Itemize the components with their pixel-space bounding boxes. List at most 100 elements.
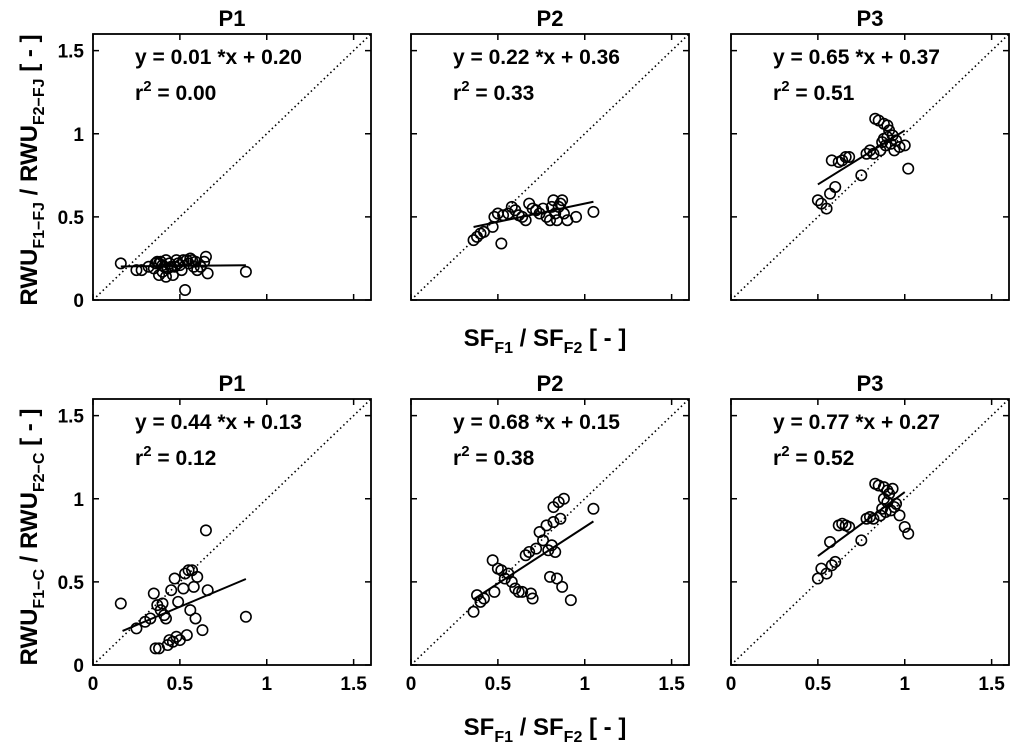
panel-6-r2-value: = 0.52 bbox=[790, 447, 855, 470]
panel-6-r2: r2 = 0.52 bbox=[773, 443, 854, 470]
panel-5-axes-box bbox=[410, 398, 690, 666]
row1-xlabel-sub2: F2 bbox=[564, 340, 583, 357]
panel-2-data-point bbox=[497, 209, 510, 222]
panel-5-data-point bbox=[524, 587, 537, 600]
row1-xlabel-sub1: F1 bbox=[494, 340, 513, 357]
panel-5-r2-label: r bbox=[453, 447, 461, 470]
panel-6-data-point bbox=[893, 509, 906, 522]
panel-5-equation: y = 0.68 *x + 0.15 bbox=[453, 411, 620, 434]
panel-4-ytick-label: 1.5 bbox=[58, 407, 85, 428]
panel-5-data-point bbox=[471, 589, 484, 602]
panel-3-r2-sup: 2 bbox=[781, 78, 789, 95]
panel-3-axes-box bbox=[730, 33, 1010, 301]
panel-4-data-point bbox=[196, 624, 209, 637]
panel-6-xtick-label: 0.5 bbox=[805, 674, 832, 695]
row1-xlabel: SFF1 / SFF2 [ - ] bbox=[464, 325, 627, 357]
panel-5-xtick-label: 1 bbox=[579, 674, 590, 695]
panel-6-data-point bbox=[886, 482, 899, 495]
panel-5-xtick-label: 1.5 bbox=[658, 674, 685, 695]
panel-6-data-point bbox=[829, 555, 842, 568]
panel-5-data-point bbox=[587, 502, 600, 515]
panel-5-data-point bbox=[547, 516, 560, 529]
row2-ylabel-tail: [ - ] bbox=[16, 409, 43, 453]
row1-ylabel-main: RWU bbox=[16, 249, 43, 306]
panel-5-data-point bbox=[543, 570, 556, 583]
panel-1-data-point bbox=[198, 255, 211, 268]
panel-4-data-point bbox=[114, 597, 127, 610]
panel-2-title: P2 bbox=[537, 6, 564, 31]
panel-5-data-point bbox=[505, 575, 518, 588]
panel-2: P2 y = 0.22 *x + 0.36 r2 = 0.33 bbox=[410, 6, 690, 301]
panel-2-data-point bbox=[516, 210, 529, 223]
panel-3-data-point bbox=[867, 147, 880, 160]
panel-4-xtick-label: 0.5 bbox=[167, 674, 194, 695]
panel-4-xtick-label: 0 bbox=[88, 674, 99, 695]
panel-6-data-point bbox=[855, 534, 868, 547]
panel-5-data-point bbox=[516, 585, 529, 598]
panel-5-data-point bbox=[554, 512, 567, 525]
panel-2-data-point bbox=[570, 210, 583, 223]
row1-xlabel-main: SF bbox=[464, 325, 495, 352]
panel-6-data-point bbox=[825, 559, 838, 572]
row2-ylabel-main: RWU bbox=[16, 609, 43, 666]
panel-4-r2: r2 = 0.12 bbox=[135, 443, 216, 470]
panel-3-data-point bbox=[860, 147, 873, 160]
panel-5-data-point bbox=[556, 580, 569, 593]
panel-2-data-point bbox=[556, 194, 569, 207]
panel-6-data-point bbox=[902, 527, 915, 540]
panel-5: P2 0 0.5 1 1.5 y = 0.68 *x + 0.15 r2 = 0.38 bbox=[406, 371, 690, 695]
panel-4-r2-sup: 2 bbox=[143, 443, 151, 460]
panel-1-data-point bbox=[114, 257, 127, 270]
panel-2-data-point bbox=[505, 200, 518, 213]
panel-4-r2-value: = 0.12 bbox=[152, 447, 217, 470]
row2-xlabel: SFF1 / SFF2 [ - ] bbox=[464, 714, 627, 746]
panel-6-axes-box bbox=[730, 398, 1010, 666]
panel-1-data-point bbox=[135, 264, 148, 277]
panel-5-one-to-one-line bbox=[410, 398, 690, 666]
panel-4-data-point bbox=[172, 595, 185, 608]
panel-1-data-point bbox=[201, 267, 214, 280]
panel-2-r2-sup: 2 bbox=[461, 78, 469, 95]
panel-2-r2-label: r bbox=[453, 82, 461, 105]
panel-3-one-to-one-line bbox=[730, 33, 1010, 301]
panel-1-data-point bbox=[130, 264, 143, 277]
panel-1-ytick-label: 0 bbox=[73, 291, 84, 312]
panel-5-data-point bbox=[526, 592, 539, 605]
panel-3-data-point bbox=[811, 194, 824, 207]
panel-2-data-point bbox=[519, 214, 532, 227]
row2-xlabel-sub1: F1 bbox=[494, 729, 513, 746]
panel-4-data-point bbox=[177, 582, 190, 595]
panel-4-data-point bbox=[199, 524, 212, 537]
panel-4-data-point bbox=[239, 610, 252, 623]
panel-4-data-point bbox=[179, 567, 192, 580]
panel-4-data-point bbox=[168, 572, 181, 585]
panel-6-r2-sup: 2 bbox=[781, 443, 789, 460]
panel-6-data-point bbox=[867, 512, 880, 525]
row1-xlabel-mid: / SF bbox=[513, 325, 564, 352]
panel-6-data-point bbox=[820, 567, 833, 580]
panel-2-data-point bbox=[557, 207, 570, 220]
panel-6-xtick-label: 1 bbox=[899, 674, 910, 695]
panel-1-data-point bbox=[166, 269, 179, 282]
panel-2-equation: y = 0.22 *x + 0.36 bbox=[453, 46, 620, 69]
panel-1-data-point bbox=[239, 265, 252, 278]
row2-xlabel-sub2: F2 bbox=[564, 729, 583, 746]
row1-ylabel-mid: / RWU bbox=[16, 125, 43, 202]
panel-4-data-point bbox=[147, 587, 160, 600]
panel-4: P1 0 0.5 1 1.5 0 0.5 1 1.5 y = 0.44 *x + 0.13 r2 =… bbox=[58, 371, 372, 695]
panel-4-ytick-label: 0.5 bbox=[58, 573, 85, 594]
panel-5-data-point bbox=[530, 542, 543, 555]
panel-5-data-point bbox=[550, 572, 563, 585]
panel-1-data-point bbox=[199, 250, 212, 263]
panel-6: P3 0 0.5 1 1.5 y = 0.77 *x + 0.27 r2 = 0.52 bbox=[726, 371, 1010, 695]
panel-1-data-point bbox=[179, 284, 192, 297]
panel-6-data-point bbox=[898, 521, 911, 534]
panel-4-ytick-label: 1 bbox=[73, 490, 84, 511]
panel-2-data-point bbox=[549, 207, 562, 220]
panel-1: P1 0 0.5 1 1.5 y = 0.01 *x + 0.20 r2 = 0.00 bbox=[58, 6, 372, 312]
panel-4-xtick-label: 1.5 bbox=[340, 674, 367, 695]
panel-5-data-point bbox=[557, 492, 570, 505]
panel-1-ytick-label: 0.5 bbox=[58, 208, 85, 229]
